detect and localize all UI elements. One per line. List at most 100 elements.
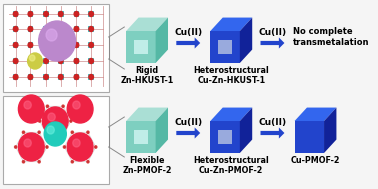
Circle shape [28,74,33,80]
Text: No complete
transmetalation: No complete transmetalation [293,27,369,47]
Bar [88,26,94,32]
Circle shape [22,160,25,163]
Circle shape [74,59,79,64]
Circle shape [87,160,89,163]
Polygon shape [211,108,252,121]
Circle shape [24,139,31,147]
Text: Flexible
Zn-PMOF-2: Flexible Zn-PMOF-2 [122,156,172,175]
Circle shape [46,105,48,108]
Circle shape [62,105,64,108]
Circle shape [13,43,18,47]
Circle shape [13,59,18,64]
Polygon shape [294,121,324,153]
Text: Cu(II): Cu(II) [174,28,202,37]
Circle shape [64,146,65,148]
Bar [13,26,19,32]
Bar [88,74,94,80]
Polygon shape [240,18,252,63]
Bar [88,11,94,17]
Circle shape [46,29,57,41]
Circle shape [38,131,40,133]
Circle shape [42,107,68,135]
Circle shape [29,55,35,61]
Polygon shape [134,130,147,144]
Bar [43,42,49,48]
Bar [74,58,79,64]
Text: Cu(II): Cu(II) [174,118,202,127]
Polygon shape [211,18,252,31]
Circle shape [38,160,40,163]
Bar [28,11,33,17]
Circle shape [74,12,79,16]
Circle shape [44,12,48,16]
Text: Cu(II): Cu(II) [259,28,287,37]
Circle shape [59,59,63,64]
Circle shape [74,26,79,32]
Bar [58,11,64,17]
Circle shape [28,59,33,64]
Circle shape [89,43,93,47]
Circle shape [44,122,66,146]
Bar [43,74,49,80]
Circle shape [94,146,97,148]
Polygon shape [126,18,168,31]
Circle shape [22,131,25,133]
Text: Heterostructural
Cu-Zn-HKUST-1: Heterostructural Cu-Zn-HKUST-1 [194,66,269,85]
Circle shape [59,74,63,80]
Circle shape [89,59,93,64]
Circle shape [39,21,76,61]
Polygon shape [324,108,336,153]
Circle shape [62,135,64,137]
Circle shape [48,113,55,121]
Circle shape [73,139,80,147]
Circle shape [89,74,93,80]
Circle shape [44,59,48,64]
Bar [13,11,19,17]
Circle shape [70,120,72,122]
Polygon shape [126,108,168,121]
Circle shape [44,74,48,80]
Bar [3,4,108,92]
Polygon shape [211,31,240,63]
Bar [58,26,64,32]
Polygon shape [240,108,252,153]
Circle shape [39,120,41,122]
Bar [28,26,33,32]
Bar [28,42,33,48]
Bar [43,11,49,17]
Circle shape [13,74,18,80]
Polygon shape [211,121,240,153]
Bar [88,42,94,48]
Bar [43,26,49,32]
Circle shape [67,95,93,123]
Circle shape [59,12,63,16]
Polygon shape [156,18,168,63]
Bar [28,58,33,64]
Circle shape [19,133,44,161]
Bar [3,96,108,184]
Bar [58,42,64,48]
Circle shape [44,26,48,32]
Bar [88,58,94,64]
Bar [58,74,64,80]
Circle shape [24,101,31,109]
Polygon shape [126,31,156,63]
Circle shape [89,12,93,16]
Circle shape [74,74,79,80]
Bar [28,74,33,80]
Circle shape [59,26,63,32]
Circle shape [19,95,44,123]
Bar [43,58,49,64]
Circle shape [13,26,18,32]
Polygon shape [294,108,336,121]
Text: Heterostructural
Cu-Zn-PMOF-2: Heterostructural Cu-Zn-PMOF-2 [194,156,269,175]
Circle shape [59,43,63,47]
Circle shape [13,12,18,16]
Bar [74,11,79,17]
Circle shape [28,43,33,47]
Circle shape [71,160,73,163]
Circle shape [89,26,93,32]
Circle shape [71,131,73,133]
Circle shape [47,126,54,134]
Polygon shape [126,121,156,153]
